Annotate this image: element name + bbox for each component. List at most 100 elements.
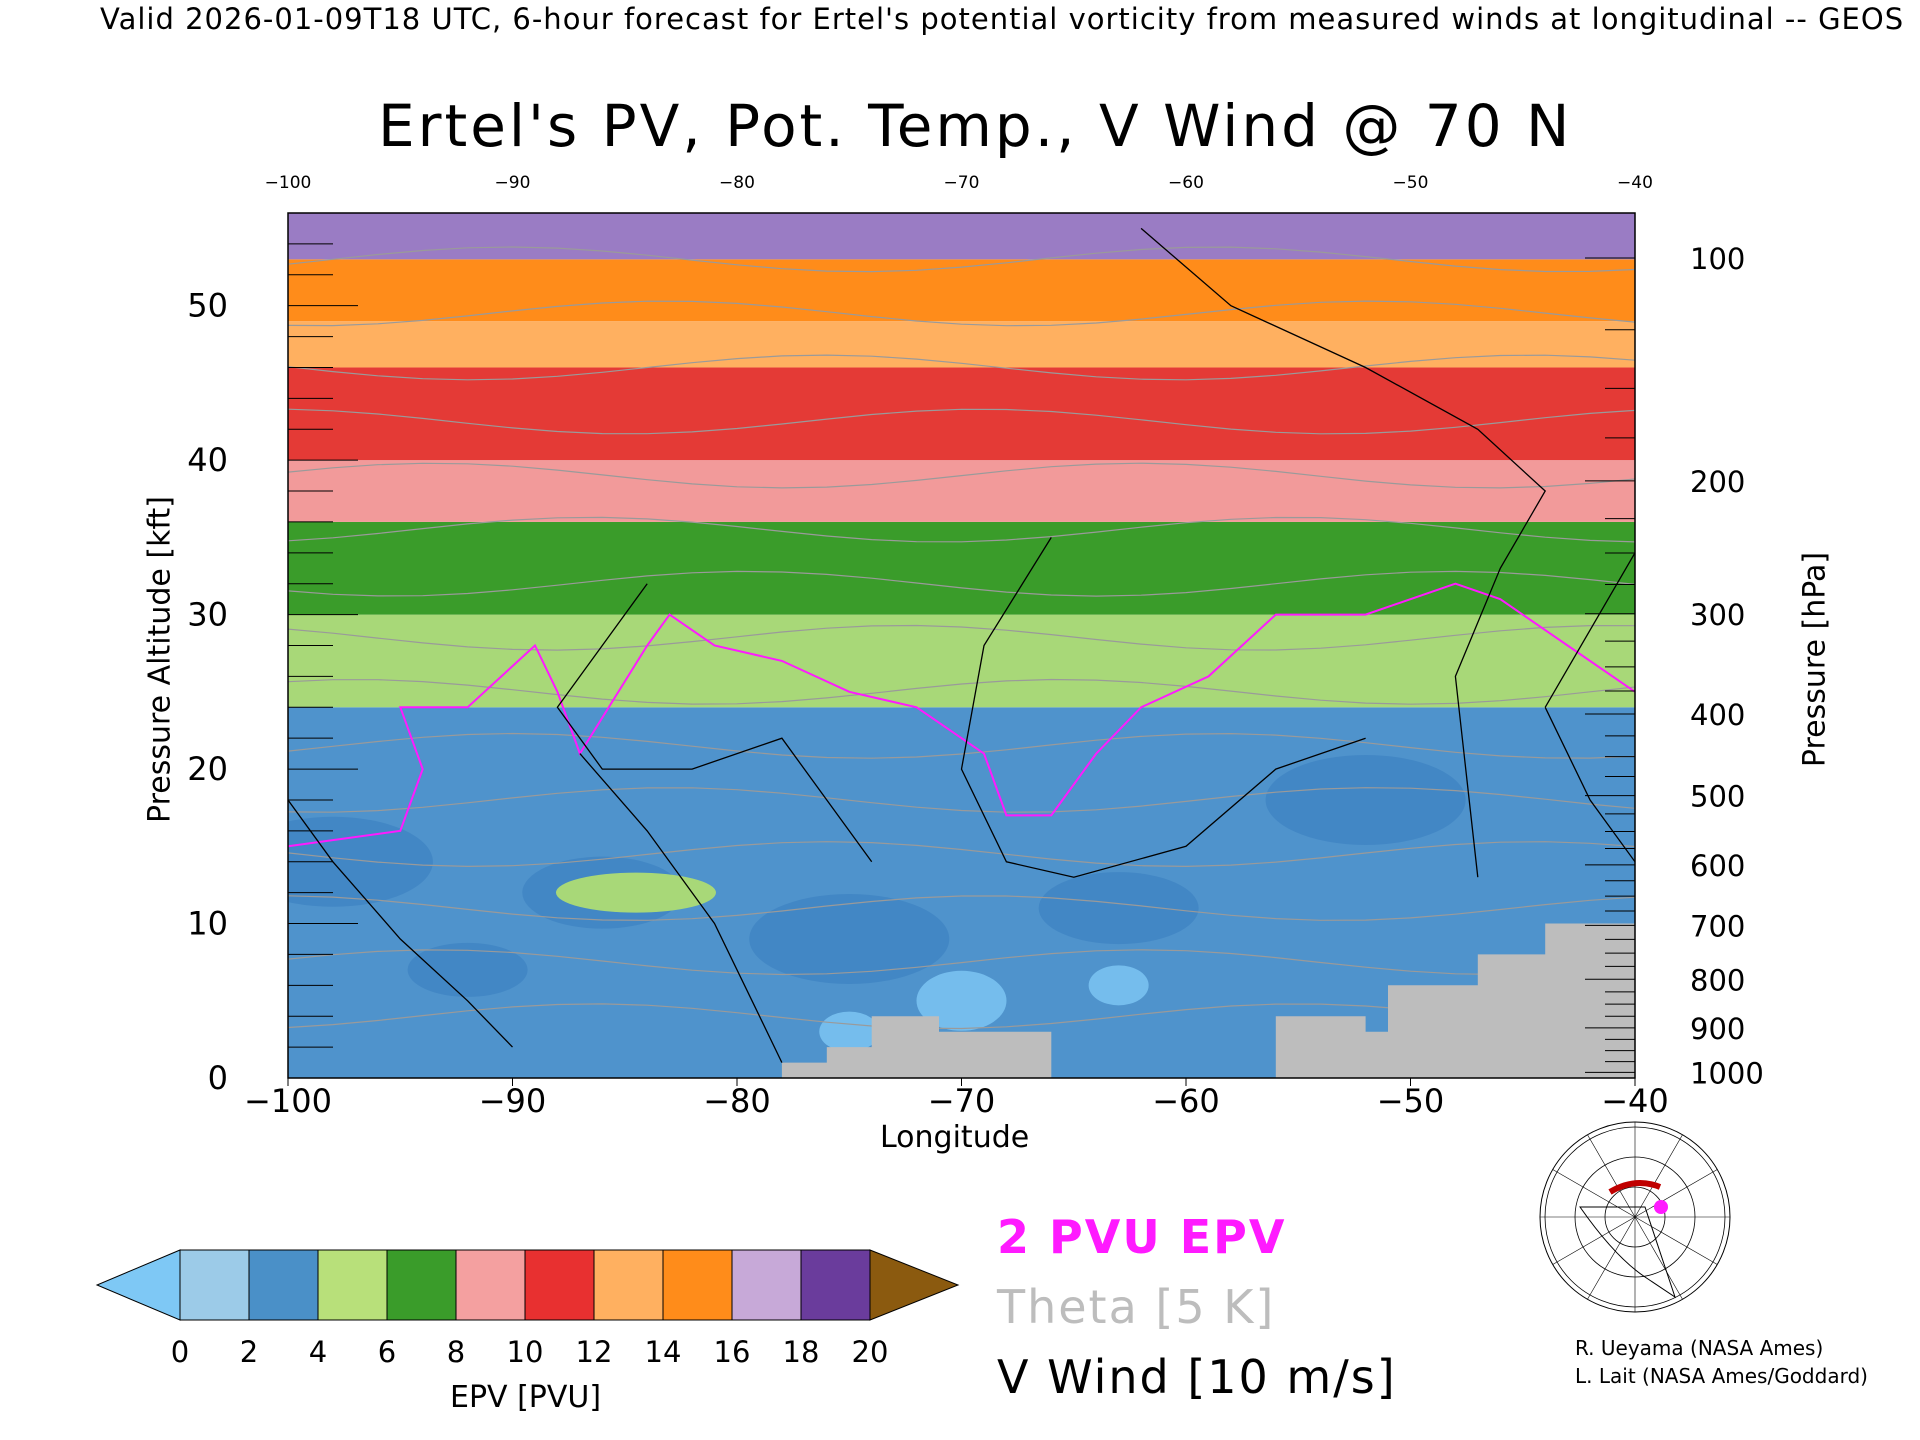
colorbar-tick-label: 6	[378, 1335, 396, 1369]
y-right-tick-label: 900	[1690, 1012, 1745, 1046]
colorbar-tick-label: 14	[645, 1335, 682, 1369]
map-marker	[1654, 1200, 1668, 1214]
x-top-tick-label: −80	[719, 173, 755, 193]
map-meridian	[1634, 1216, 1683, 1300]
theta-contour-390	[288, 354, 1635, 381]
x-tick-label: −100	[244, 1082, 332, 1120]
colorbar: 0 2 4 6 8 10 12 14 16 18 20	[95, 1249, 960, 1369]
map-meridian	[1587, 1216, 1636, 1300]
y-right-tick-label: 500	[1690, 780, 1745, 814]
header-text: Valid 2026-01-09T18 UTC, 6-hour forecast…	[100, 2, 1905, 36]
epv-patch	[749, 893, 950, 984]
x-tick-label: −90	[479, 1082, 547, 1120]
colorbar-segment	[731, 1249, 802, 1321]
x-tick-label: −70	[928, 1082, 996, 1120]
epv-low-patch	[916, 970, 1007, 1031]
epv-tongue	[555, 872, 716, 913]
map-meridian	[1587, 1134, 1636, 1218]
vwind-contour	[1140, 227, 1547, 878]
epv-band-10-12	[288, 321, 1635, 368]
legend-pv: 2 PVU EPV	[997, 1210, 1287, 1264]
y-right-tick-label: 200	[1690, 465, 1745, 499]
y-right-tick-label: 1000	[1690, 1056, 1764, 1090]
theta-contour-300	[288, 841, 1635, 868]
y-left-tick-label: 40	[187, 441, 228, 479]
colorbar-segment	[593, 1249, 664, 1321]
colorbar-tick-label: 20	[852, 1335, 889, 1369]
epv-low-patch	[1088, 965, 1149, 1006]
theta-contour-320	[288, 732, 1635, 759]
colorbar-segment	[248, 1249, 319, 1321]
theta-contour-410	[288, 246, 1635, 273]
credit-1: R. Ueyama (NASA Ames)	[1575, 1336, 1824, 1360]
x-top-tick-label: −100	[265, 173, 312, 193]
map-coastline	[1579, 1206, 1676, 1299]
colorbar-tick-label: 10	[507, 1335, 544, 1369]
y-right-tick-label: 700	[1690, 909, 1745, 943]
colorbar-tick-label: 4	[309, 1335, 327, 1369]
colorbar-segment	[317, 1249, 388, 1321]
inset-map	[1539, 1121, 1731, 1313]
map-meridian	[1634, 1169, 1718, 1218]
y-right-tick-label: 800	[1690, 963, 1745, 997]
theta-contour-370	[288, 462, 1635, 489]
x-tick-label: −80	[703, 1082, 771, 1120]
theta-contour-360	[288, 516, 1635, 543]
theta-contour-380	[288, 408, 1635, 435]
colorbar-segment	[662, 1249, 733, 1321]
y-left-tick-label: 20	[187, 750, 228, 788]
y-left-tick-label: 10	[187, 905, 228, 943]
map-meridian	[1634, 1134, 1683, 1218]
colorbar-tick-label: 8	[447, 1335, 465, 1369]
theta-contour-340	[288, 624, 1635, 651]
x-top-tick-label: −70	[944, 173, 980, 193]
colorbar-tick-label: 0	[171, 1335, 189, 1369]
pv-2pvu-contour	[288, 582, 1635, 848]
vwind-contour	[556, 583, 873, 863]
colorbar-segment	[524, 1249, 595, 1321]
theta-contour-280	[288, 949, 1635, 976]
theta-contour-350	[288, 570, 1635, 597]
colorbar-under	[95, 1249, 181, 1321]
vwind-contour	[288, 799, 513, 1048]
colorbar-tick-label: 16	[714, 1335, 751, 1369]
x-top-tick-label: −60	[1168, 173, 1204, 193]
epv-band-8-10	[288, 367, 1635, 461]
x-top-tick-label: −90	[495, 173, 531, 193]
colorbar-tick-label: 12	[576, 1335, 613, 1369]
x-axis-title: Longitude	[880, 1120, 1030, 1155]
map-meridian	[1552, 1169, 1636, 1218]
axes: −100 −90 −80 −70 −60 −50 −40 −100 −90 −80 −70 −60 −5…	[187, 173, 1764, 1120]
y-right-tick-label: 400	[1690, 698, 1745, 732]
x-top-tick-label: −40	[1617, 173, 1653, 193]
colorbar-segment	[800, 1249, 871, 1321]
epv-band-2-4	[288, 614, 1635, 708]
theta-contour-330	[288, 678, 1635, 705]
epv-band-12-14	[288, 259, 1635, 322]
colorbar-tick-label: 18	[783, 1335, 820, 1369]
theta-contour-310	[288, 787, 1635, 813]
y-right-tick-label: 300	[1690, 598, 1745, 632]
colorbar-over	[869, 1249, 960, 1321]
colorbar-segment	[386, 1249, 457, 1321]
x-tick-label: −50	[1377, 1082, 1445, 1120]
map-track	[1608, 1180, 1662, 1195]
x-tick-label: −60	[1152, 1082, 1220, 1120]
y-left-tick-label: 50	[187, 287, 228, 325]
credit-2: L. Lait (NASA Ames/Goddard)	[1575, 1364, 1868, 1388]
theta-contour-290	[288, 895, 1635, 921]
epv-low-patch	[819, 1011, 880, 1052]
epv-patch	[1038, 872, 1199, 945]
vwind-contour	[1544, 707, 1635, 863]
y-axis-title-left: Pressure Altitude [kft]	[142, 496, 178, 823]
epv-band-14-18	[288, 213, 1635, 260]
y-right-tick-label: 600	[1690, 849, 1745, 883]
colorbar-tick-label: 2	[240, 1335, 258, 1369]
legend-theta: Theta [5 K]	[997, 1280, 1276, 1334]
x-top-tick-label: −50	[1393, 173, 1429, 193]
vwind-contour	[1544, 552, 1635, 708]
y-left-tick-label: 30	[187, 596, 228, 634]
plot-area	[288, 213, 1635, 1078]
map-meridian	[1552, 1216, 1636, 1265]
legend-vwind: V Wind [10 m/s]	[997, 1350, 1397, 1404]
